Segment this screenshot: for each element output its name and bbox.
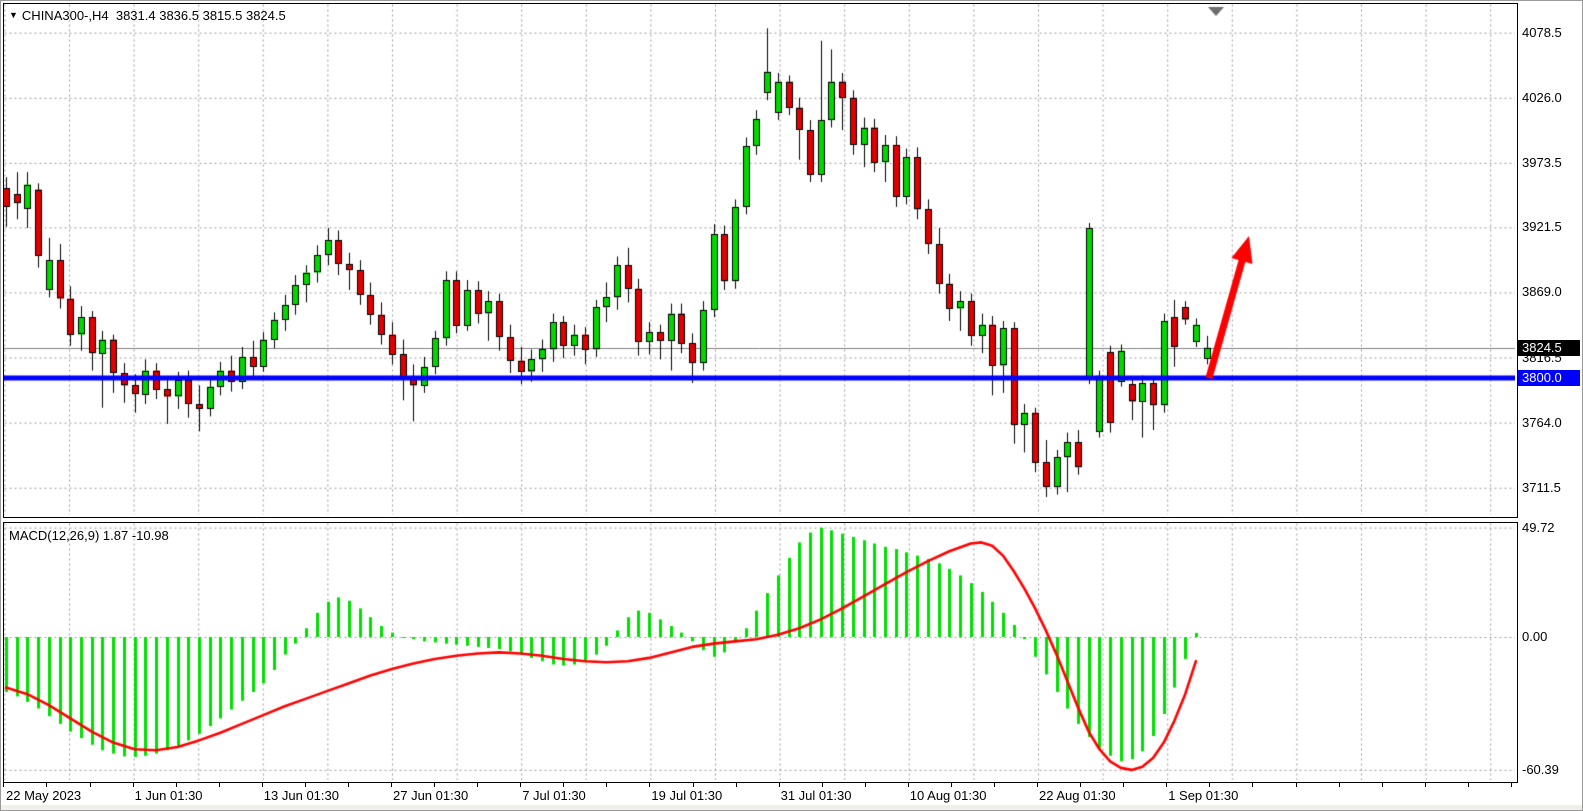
time-axis-tick <box>1338 783 1340 787</box>
time-axis-tick <box>735 783 737 787</box>
time-axis-label: 31 Jul 01:30 <box>780 788 852 803</box>
price-chart-canvas[interactable] <box>4 4 1515 515</box>
time-axis-label: 7 Jul 01:30 <box>522 788 586 803</box>
time-axis-tick <box>994 783 995 787</box>
time-axis-label: 1 Jun 01:30 <box>134 788 203 803</box>
time-axis-label: 22 Aug 01:30 <box>1039 788 1116 803</box>
time-axis-tick <box>1381 783 1383 787</box>
price-axis-label: 3973.5 <box>1522 154 1562 170</box>
symbol-marker-icon: ▼ <box>9 10 18 20</box>
current-price-badge: 3824.5 <box>1518 339 1580 356</box>
time-axis-tick <box>907 783 909 787</box>
time-axis-tick <box>864 783 866 787</box>
time-axis-tick <box>692 783 694 787</box>
macd-panel <box>3 522 1518 783</box>
time-axis-tick <box>1123 783 1125 787</box>
time-axis-tick <box>3 783 5 787</box>
time-axis-tick <box>1295 783 1297 787</box>
time-axis-tick <box>391 783 393 787</box>
chart-title: ▼ CHINA300-,H4 3831.4 3836.5 3815.5 3824.… <box>9 8 286 23</box>
time-axis-tick <box>477 783 479 787</box>
time-axis-tick <box>1252 783 1254 787</box>
time-axis-tick <box>132 783 134 787</box>
chart-title-text: CHINA300-,H4 3831.4 3836.5 3815.5 3824.5 <box>21 8 286 23</box>
time-axis-label: 19 Jul 01:30 <box>651 788 723 803</box>
macd-indicator-label: MACD(12,26,9) 1.87 -10.98 <box>9 528 169 543</box>
time-axis-tick <box>347 783 349 787</box>
macd-axis-label: -60.39 <box>1522 761 1559 777</box>
time-axis-label: 22 May 2023 <box>6 788 82 803</box>
time-axis-label: 13 Jun 01:30 <box>263 788 339 803</box>
price-axis-label: 3869.0 <box>1522 284 1562 300</box>
time-axis-tick <box>778 783 780 787</box>
time-axis-tick <box>649 783 651 787</box>
macd-axis-label: 0.00 <box>1522 629 1548 644</box>
macd-axis-label: 49.72 <box>1522 519 1555 535</box>
time-axis-tick <box>46 783 48 787</box>
time-axis-tick <box>950 783 952 787</box>
time-axis-tick <box>1424 783 1426 787</box>
time-axis-tick <box>563 783 565 787</box>
price-axis-label: 3921.5 <box>1522 219 1562 235</box>
time-axis-tick <box>1209 783 1211 787</box>
price-axis-label: 4026.0 <box>1522 89 1562 105</box>
price-chart-panel <box>3 3 1518 518</box>
time-axis-tick <box>218 783 220 787</box>
time-axis-tick <box>1080 783 1082 787</box>
price-axis-label: 3711.5 <box>1522 479 1561 495</box>
price-axis-label: 4078.5 <box>1522 24 1562 40</box>
window-bottom-edge <box>1 805 1582 810</box>
time-axis-tick <box>1166 783 1168 787</box>
time-axis-tick <box>520 783 522 787</box>
time-axis-label: 27 Jun 01:30 <box>393 788 469 803</box>
price-axis-label: 3764.0 <box>1522 414 1562 430</box>
time-axis-tick <box>1037 783 1039 787</box>
time-axis-tick <box>89 783 91 787</box>
macd-canvas[interactable] <box>4 523 1515 780</box>
time-axis-label: 1 Sep 01:30 <box>1168 788 1239 803</box>
time-axis-label: 10 Aug 01:30 <box>909 788 987 803</box>
hline-price-badge: 3800.0 <box>1518 370 1580 386</box>
time-axis-tick <box>175 783 177 787</box>
time-axis-tick <box>1467 783 1469 787</box>
time-axis-tick <box>261 783 263 787</box>
time-axis-tick <box>1510 783 1512 787</box>
time-axis-tick <box>304 783 306 787</box>
time-axis-tick <box>606 783 608 787</box>
time-axis-tick <box>434 783 436 787</box>
time-axis-tick <box>821 783 823 787</box>
